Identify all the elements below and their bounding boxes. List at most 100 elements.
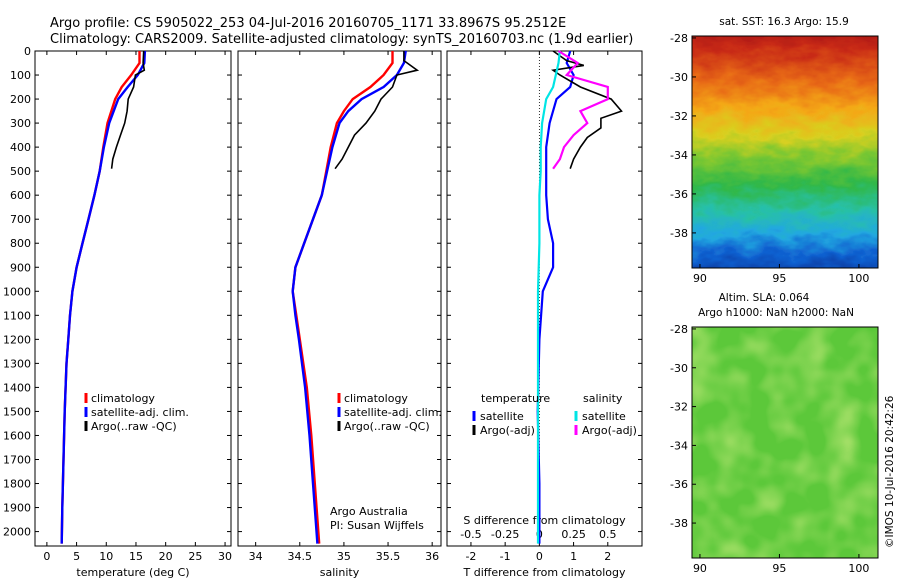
x-tick-label: 35: [337, 550, 351, 563]
series-line-climatology: [60, 51, 141, 544]
sla-field-texture: [692, 327, 878, 558]
y-tick-label: 100: [10, 69, 31, 82]
x-tick-label: 2: [604, 550, 611, 563]
x-axis-label: T difference from climatology: [463, 566, 626, 579]
y-tick-label: 1600: [3, 429, 31, 442]
series-line-satellite-adj-clim-: [60, 50, 147, 544]
legend-entry: Argo(..raw -QC): [344, 420, 430, 433]
map-y-tick-label: -30: [670, 362, 688, 375]
top-tick-label: -0.5: [460, 528, 481, 541]
map-y-tick-label: -36: [670, 188, 688, 201]
x-tick-label: -2: [465, 550, 476, 563]
map-y-tick-label: -36: [670, 478, 688, 491]
map-y-tick-label: -32: [670, 401, 688, 414]
x-tick-label: 34.5: [288, 550, 313, 563]
sst-map-title: sat. SST: 16.3 Argo: 15.9: [719, 16, 849, 28]
sst-map: sat. SST: 16.3 Argo: 15.9 90 95 100 -28 -30 -…: [670, 16, 879, 285]
x-tick-label: 10: [99, 550, 113, 563]
y-tick-label: 1000: [3, 285, 31, 298]
sla-map-title-2: Argo h1000: NaN h2000: NaN: [698, 307, 854, 319]
legend-title-salinity: salinity: [583, 392, 623, 405]
legend-entry: climatology: [344, 392, 408, 405]
y-tick-label: 1800: [3, 478, 31, 491]
x-tick-label: 5: [73, 550, 80, 563]
x-tick-label: 15: [129, 550, 143, 563]
panel-3-frame: [446, 50, 643, 547]
header-line2: Climatology: CARS2009. Satellite-adjuste…: [50, 32, 633, 47]
sla-map-title-1: Altim. SLA: 0.064: [719, 292, 810, 304]
y-tick-label: 2000: [3, 526, 31, 539]
map-y-tick-label: -34: [670, 439, 688, 452]
map-y-tick-label: -28: [670, 32, 688, 45]
temperature-panel: 0 5 10 15 20 25 30 temperature (deg C) 0 100 200 30…: [3, 45, 232, 579]
diff-line-s-argo-adj-: [552, 50, 609, 170]
x-axis-label: temperature (deg C): [76, 566, 189, 579]
y-tick-label: 1200: [3, 333, 31, 346]
x-tick-label: 1: [570, 550, 577, 563]
header-line1: Argo profile: CS 5905022_253 04-Jul-2016…: [50, 16, 566, 31]
y-tick-label: 0: [24, 45, 31, 58]
map-y-tick-label: -38: [670, 227, 688, 240]
y-tick-label: 600: [10, 189, 31, 202]
x-tick-label: 30: [218, 550, 232, 563]
series-line-climatology: [291, 51, 394, 544]
x-tick-label: 34: [249, 550, 263, 563]
legend-entry: satellite: [582, 410, 626, 423]
credit: ©IMOS 10-Jul-2016 20:42:26: [884, 395, 896, 548]
top-axis-label: S difference from climatology: [463, 514, 626, 527]
panel-annotation: Argo Australia: [330, 505, 408, 518]
x-tick-label: 0: [43, 550, 50, 563]
legend-entry: Argo(..raw -QC): [91, 420, 177, 433]
y-tick-label: 400: [10, 141, 31, 154]
y-tick-label: 500: [10, 165, 31, 178]
map-y-tick-label: -28: [670, 323, 688, 336]
x-tick-label: 0: [536, 550, 543, 563]
sst-map-frame: [691, 35, 879, 269]
x-axis-label: salinity: [320, 566, 360, 579]
series-line-satellite-adj-clim-: [291, 50, 407, 544]
diff-line-s-satellite: [536, 50, 561, 544]
legend-entry: Argo(-adj): [582, 424, 637, 437]
y-tick-label: 1500: [3, 405, 31, 418]
y-tick-label: 1300: [3, 357, 31, 370]
legend-entry: satellite-adj. clim.: [344, 406, 442, 419]
x-tick-label: 36: [425, 550, 439, 563]
map-y-tick-label: -30: [670, 71, 688, 84]
legend-entry: satellite: [480, 410, 524, 423]
y-tick-label: 1700: [3, 453, 31, 466]
map-x-tick-label: 95: [772, 272, 786, 285]
map-x-tick-label: 90: [693, 272, 707, 285]
top-tick-label: 0.5: [599, 528, 617, 541]
map-x-tick-label: 100: [848, 272, 869, 285]
map-y-tick-label: -32: [670, 110, 688, 123]
sla-map: Altim. SLA: 0.064 Argo h1000: NaN h2000:…: [670, 292, 879, 575]
legend-entry: climatology: [91, 392, 155, 405]
y-tick-label: 1900: [3, 502, 31, 515]
y-tick-label: 1100: [3, 309, 31, 322]
x-tick-label: -1: [500, 550, 511, 563]
top-tick-label: -0.25: [491, 528, 519, 541]
legend-entry: Argo(-adj): [480, 424, 535, 437]
y-tick-label: 900: [10, 261, 31, 274]
sst-field: [692, 36, 878, 268]
y-tick-label: 800: [10, 237, 31, 250]
y-tick-label: 200: [10, 93, 31, 106]
panel-1-frame: [34, 50, 232, 547]
x-tick-label: 20: [159, 550, 173, 563]
difference-panel: -2 -1 0 1 2-0.5 -0.25 0 0.25 0.5T difference fro…: [446, 50, 643, 579]
map-y-tick-label: -38: [670, 517, 688, 530]
series-line-argo-raw-qc-: [334, 51, 420, 170]
panel-2-frame: [237, 50, 442, 547]
y-tick-label: 700: [10, 213, 31, 226]
panel-annotation: PI: Susan Wijffels: [330, 519, 424, 532]
legend-title-temperature: temperature: [481, 392, 550, 405]
map-y-tick-label: -34: [670, 149, 688, 162]
top-tick-label: 0.25: [561, 528, 586, 541]
sla-map-frame: [691, 326, 879, 559]
series-line-argo-raw-qc-: [110, 50, 146, 169]
salinity-panel: 34 34.5 35 35.5 36 salinity climatologysatelli…: [237, 50, 442, 579]
legend-entry: satellite-adj. clim.: [91, 406, 189, 419]
map-x-tick-label: 90: [693, 562, 707, 575]
x-tick-label: 25: [188, 550, 202, 563]
